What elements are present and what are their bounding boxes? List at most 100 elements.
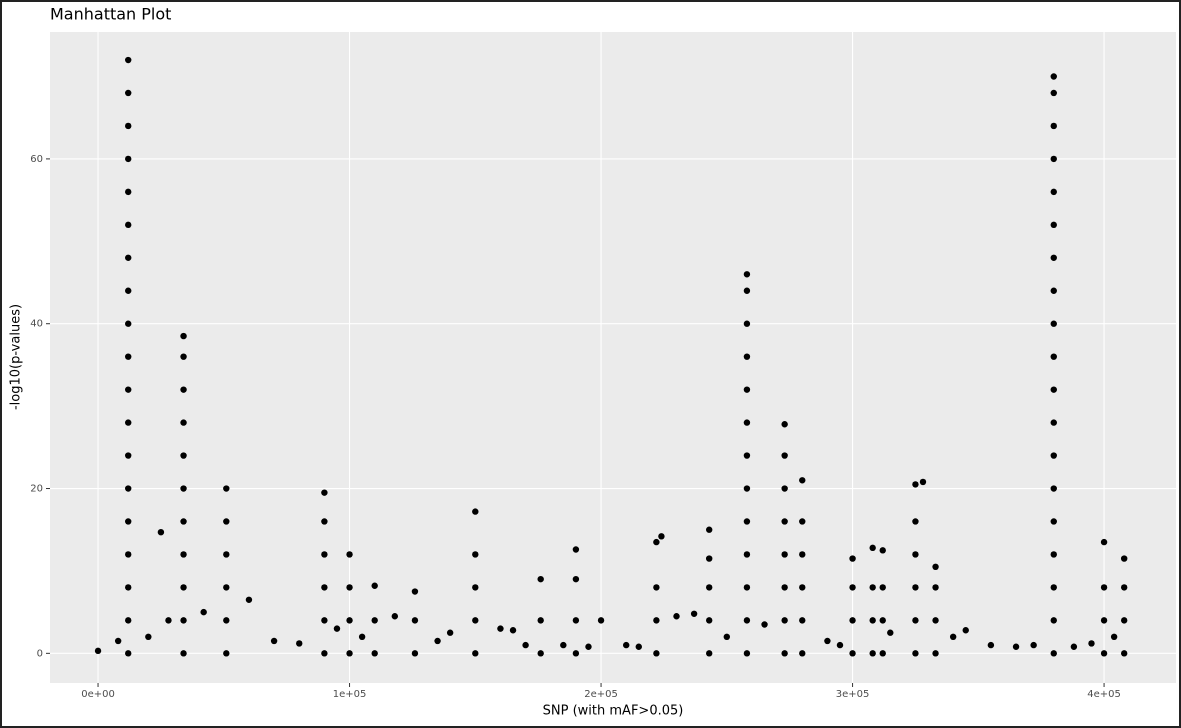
point [321,650,328,657]
point [743,271,751,278]
point [824,637,831,645]
point [849,650,856,657]
point [472,650,479,657]
point [799,477,806,484]
point [1050,73,1057,80]
point [1050,122,1057,130]
point [411,588,419,595]
point [781,551,788,558]
point [223,584,230,591]
point [125,452,132,459]
point [223,617,230,624]
point [446,629,454,636]
point [145,633,152,641]
point [743,485,751,492]
point [125,254,132,261]
y-tick-label: 20 [30,484,43,495]
point [879,584,886,591]
point [1110,633,1118,641]
point [1050,650,1057,657]
x-tick-label: 1e+05 [333,689,367,700]
point [1012,643,1020,650]
point [125,89,132,97]
point [887,629,894,636]
point [869,544,876,552]
point [346,650,353,657]
point [346,551,353,558]
point [572,650,580,657]
point [125,584,132,591]
point [200,608,207,616]
point [180,452,187,459]
point [125,320,132,327]
point [165,617,172,624]
point [743,650,751,657]
point [346,617,353,624]
point [781,518,788,525]
point [180,332,187,340]
point [125,551,132,558]
point [912,481,919,488]
point [653,617,660,624]
point [1050,320,1057,327]
point [296,640,303,647]
point [371,650,378,657]
point [522,641,529,649]
point [932,563,939,571]
point [472,584,479,591]
point [932,650,939,657]
point [673,613,680,620]
point [1050,584,1057,591]
point [932,584,939,591]
point [180,551,187,558]
point [125,386,132,393]
point [180,650,187,657]
point [912,518,919,525]
point [94,647,102,655]
point [1050,89,1057,97]
point [781,485,788,492]
point [180,518,187,525]
point [761,621,768,628]
point [1100,650,1108,657]
point [585,643,592,650]
point [635,643,642,650]
point [1100,584,1108,591]
chart-title: Manhattan Plot [50,5,171,24]
point [799,617,806,624]
point [849,584,856,591]
point [987,641,995,649]
x-tick-label: 0e+00 [81,689,115,700]
plot-panel [50,32,1176,683]
point [1100,538,1108,546]
point [472,508,479,515]
point [537,617,544,624]
point [223,518,230,525]
point [411,650,419,657]
point [180,584,187,591]
point [358,633,366,641]
point [1050,518,1057,525]
point [623,641,630,649]
point [781,452,788,459]
point [743,419,751,426]
x-tick-label: 2e+05 [584,689,618,700]
point [125,419,132,426]
point [223,551,230,558]
point [658,533,665,540]
point [223,650,230,657]
point [1050,419,1057,426]
point [849,617,856,624]
point [799,551,806,558]
point [321,584,328,591]
point [781,617,788,624]
point [879,617,886,624]
point [321,489,328,496]
point [125,122,132,130]
point [1100,617,1108,624]
y-tick-label: 0 [37,648,43,659]
point [572,546,580,553]
point [125,518,132,525]
